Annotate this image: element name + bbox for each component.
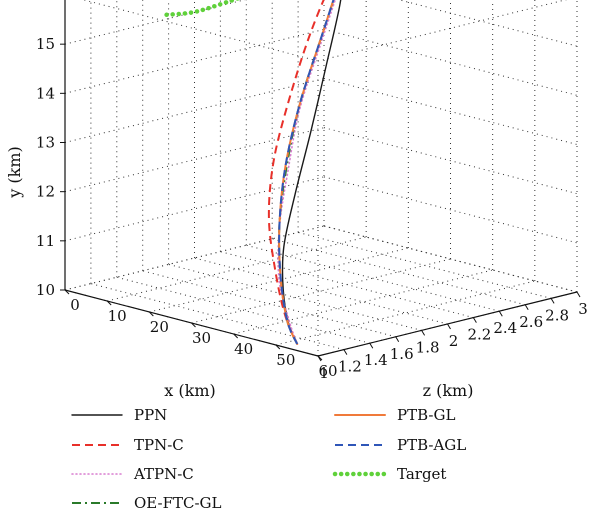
z-tick-label: 1.6 <box>390 345 414 363</box>
grid-line <box>107 236 367 302</box>
series-line-atpn-c <box>277 0 337 345</box>
y-tick-label: 16 <box>36 0 55 4</box>
box-edge <box>82 0 319 62</box>
z-tick-label: 1.4 <box>364 351 388 369</box>
legend-label-ptb-gl: PTB-GL <box>397 406 455 424</box>
z-tick-mark <box>524 304 529 311</box>
series-line-ptb-agl <box>278 0 335 345</box>
x-tick-mark <box>148 311 154 317</box>
z-tick-label: 2.6 <box>519 313 543 331</box>
grid-line <box>323 28 578 96</box>
grid-line <box>168 263 422 331</box>
legend-label-tpn-c: TPN-C <box>134 436 184 454</box>
grid-line <box>398 0 578 47</box>
legend-label-oe-ftc-gl: OE-FTC-GL <box>134 494 222 512</box>
z-tick-label: 2.4 <box>493 319 517 337</box>
z-tick-label: 2.8 <box>545 306 569 324</box>
y-tick-label: 13 <box>36 134 55 152</box>
x-tick-label: 10 <box>108 307 127 325</box>
grid-line <box>323 225 578 293</box>
x-tick-label: 20 <box>150 318 169 336</box>
grid-line <box>142 270 396 338</box>
z-tick-label: 1.8 <box>416 338 440 356</box>
legend-label-target: Target <box>397 465 446 483</box>
z-tick-mark <box>576 291 581 298</box>
legend-label-ppn: PPN <box>134 406 167 424</box>
grid-line <box>64 28 325 94</box>
z-tick-mark <box>472 317 477 323</box>
grid-line <box>246 244 500 312</box>
x-tick-label: 0 <box>70 296 80 314</box>
y-tick-label: 15 <box>36 35 55 53</box>
tick-labels: 0 10 20 30 40 50 601 1.2 1.4 1.6 1.8 2 2.2 2.4 2.6 2.8 3… <box>36 0 588 382</box>
series-line-oe-ftc-gl <box>278 0 335 345</box>
z-tick-mark <box>447 323 451 330</box>
z-tick-mark <box>550 298 555 304</box>
y-tick-label: 11 <box>36 232 55 250</box>
y-axis-label: y (km) <box>5 146 24 198</box>
grid-line <box>220 251 474 319</box>
x-tick-mark <box>64 289 70 295</box>
z-tick-label: 2.2 <box>467 326 491 344</box>
grid-line <box>323 176 578 244</box>
x-tick-mark <box>233 333 239 339</box>
axis-labels: x (km) y (km) z (km) <box>5 146 473 400</box>
z-tick-label: 1.2 <box>338 358 362 376</box>
series-layer <box>164 0 342 345</box>
x-tick-mark <box>106 300 112 306</box>
z-tick-label: 1 <box>319 364 329 382</box>
grid-line <box>90 283 345 351</box>
z-tick-mark <box>369 342 374 349</box>
grid-line <box>272 238 526 306</box>
series-line-target <box>164 0 240 18</box>
z-tick-label: 3 <box>578 300 588 318</box>
grid-line <box>116 276 370 344</box>
legend-label-atpn-c: ATPN-C <box>133 465 194 483</box>
z-tick-label: 2 <box>449 332 459 350</box>
series-line-tpn-c <box>267 0 325 345</box>
z-tick-mark <box>343 349 348 355</box>
x-tick-label: 60 <box>318 362 337 380</box>
z-tick-mark <box>395 336 400 343</box>
series-line-ptb-gl <box>278 0 335 345</box>
legend-label-ptb-agl: PTB-AGL <box>397 436 466 454</box>
grid-line <box>194 257 448 325</box>
x-axis-label: x (km) <box>164 381 215 400</box>
z-axis-label: z (km) <box>423 381 474 400</box>
x-tick-label: 50 <box>276 351 295 369</box>
z-tick-mark <box>421 330 426 336</box>
box-edge <box>317 0 567 62</box>
axes-frame <box>60 0 581 362</box>
z-tick-mark <box>317 355 322 362</box>
grid-layer <box>64 0 578 357</box>
y-tick-label: 12 <box>36 183 55 201</box>
x-tick-mark <box>191 322 196 328</box>
x-tick-mark <box>275 344 281 350</box>
grid-line <box>297 231 552 299</box>
x-tick-label: 40 <box>234 340 253 358</box>
legend: PPN TPN-C ATPN-C OE-FTC-GL PTB-GL PTB-AGL Targ… <box>71 406 466 512</box>
y-tick-label: 10 <box>36 281 55 299</box>
y-tick-label: 14 <box>36 84 55 102</box>
z-tick-mark <box>498 310 503 317</box>
grid-line <box>323 78 578 145</box>
grid-line <box>233 269 493 335</box>
grid-line <box>323 127 578 195</box>
x-tick-label: 30 <box>192 329 211 347</box>
